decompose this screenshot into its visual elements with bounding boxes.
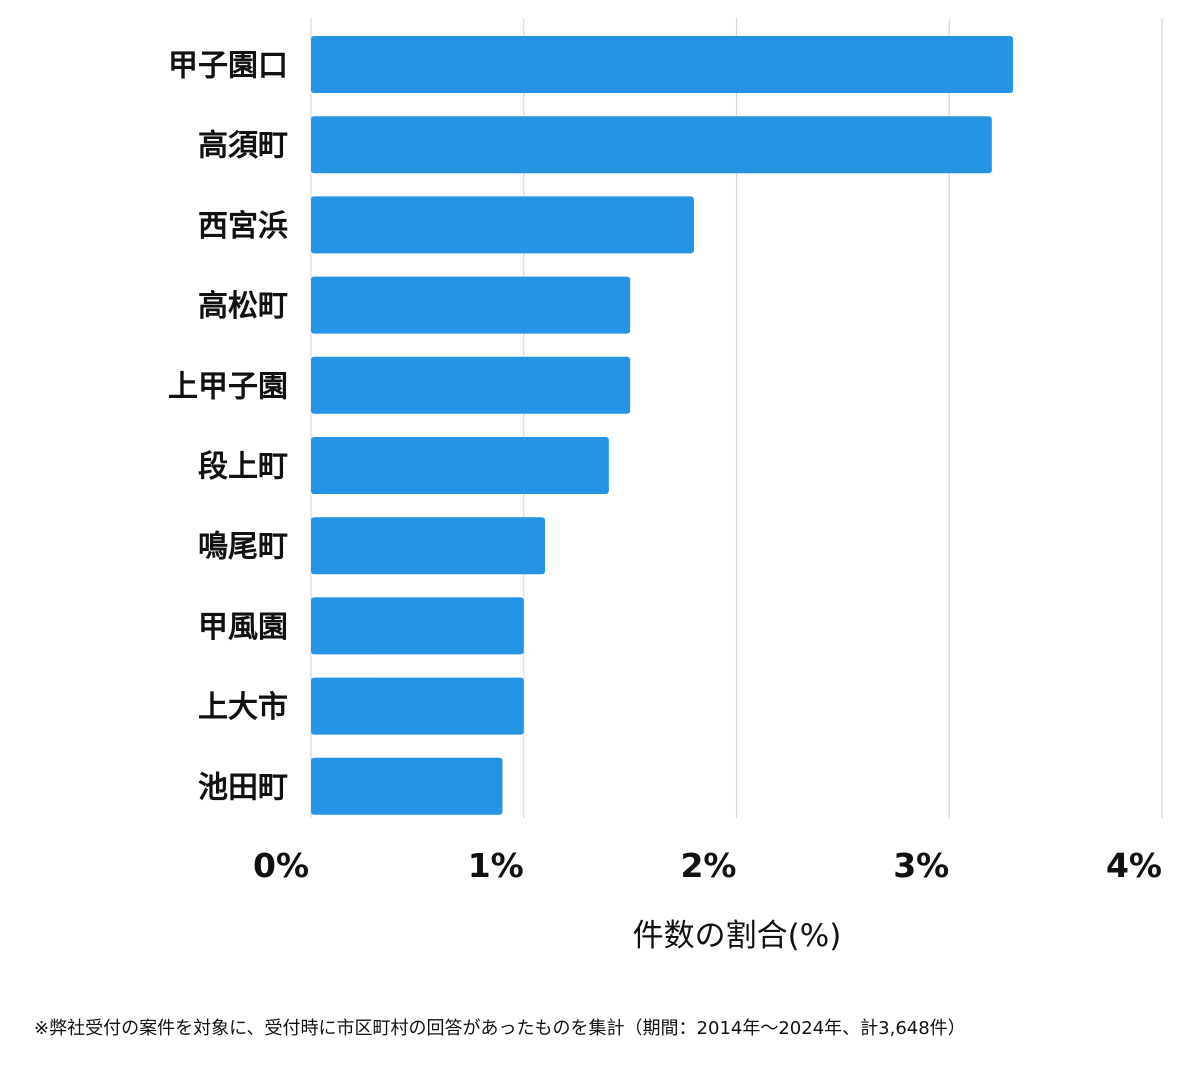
- bar-2: [311, 196, 694, 254]
- bar-3: [311, 276, 631, 334]
- x-axis-title: 件数の割合(%): [633, 918, 842, 954]
- x-tick-label-0: 0%: [253, 846, 309, 885]
- x-tick-label-2: 2%: [680, 846, 736, 885]
- category-label-9: 池田町: [198, 770, 288, 805]
- bar-6: [311, 517, 546, 575]
- x-tick-label-3: 3%: [893, 846, 949, 885]
- category-label-0: 甲子園口: [168, 49, 288, 84]
- bars: [311, 36, 1014, 815]
- x-tick-label-1: 1%: [468, 846, 524, 885]
- category-label-2: 西宮浜: [198, 209, 288, 244]
- footnote: ※弊社受付の案件を対象に、受付時に市区町村の回答があったものを集計（期間：201…: [34, 1018, 966, 1039]
- bar-1: [311, 116, 992, 174]
- category-label-6: 鳴尾町: [198, 530, 288, 565]
- bar-9: [311, 757, 503, 815]
- bar-7: [311, 597, 524, 655]
- category-label-8: 上大市: [198, 690, 288, 725]
- category-label-4: 上甲子園: [168, 369, 288, 404]
- category-label-7: 甲風園: [198, 610, 288, 645]
- category-label-1: 高須町: [198, 129, 288, 164]
- category-label-5: 段上町: [198, 450, 288, 485]
- category-label-3: 高松町: [198, 289, 288, 324]
- bar-8: [311, 677, 524, 735]
- x-tick-labels: 0% 1% 2% 3% 4%: [253, 846, 1162, 885]
- bar-5: [311, 437, 609, 494]
- bar-4: [311, 356, 631, 414]
- x-tick-label-4: 4%: [1106, 846, 1162, 885]
- bar-0: [311, 36, 1014, 93]
